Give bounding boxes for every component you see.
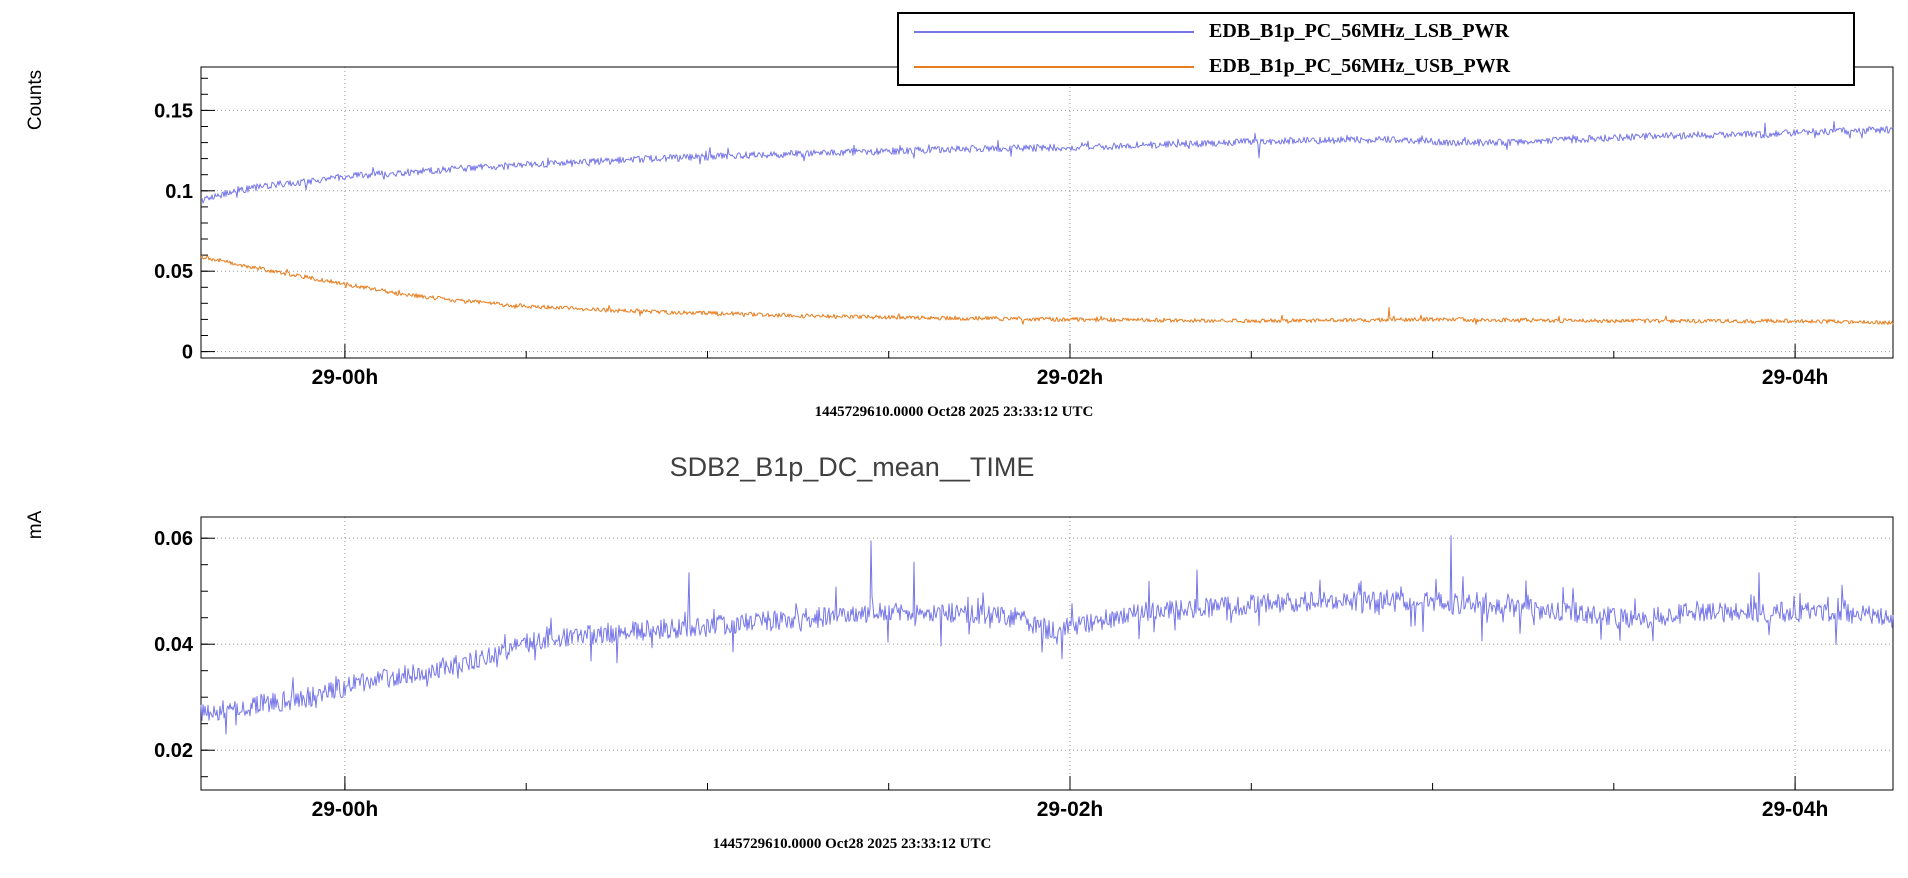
legend-sample-area	[899, 65, 1209, 68]
usb-line-icon	[914, 65, 1194, 68]
top-y-axis-label: Counts	[25, 69, 46, 131]
svg-text:0.1: 0.1	[165, 181, 193, 203]
svg-text:0.15: 0.15	[154, 100, 193, 122]
svg-text:29-04h: 29-04h	[1762, 366, 1829, 389]
legend-item-lsb: EDB_B1p_PC_56MHz_LSB_PWR	[899, 14, 1853, 49]
svg-text:29-02h: 29-02h	[1037, 366, 1104, 389]
bottom-chart-title: SDB2_B1p_DC_mean__TIME	[669, 452, 1035, 482]
legend-item-usb: EDB_B1p_PC_56MHz_USB_PWR	[899, 49, 1853, 84]
top-chart: 29-00h 29-02h 29-04h 0 0.05 0.1 0.15	[154, 66, 1894, 389]
svg-text:29-00h: 29-00h	[312, 798, 379, 821]
top-chart-timestamp: 1445729610.0000 Oct28 2025 23:33:12 UTC	[814, 404, 1094, 420]
bottom-chart-timestamp: 1445729610.0000 Oct28 2025 23:33:12 UTC	[712, 836, 992, 852]
svg-text:0.05: 0.05	[154, 261, 193, 283]
legend-label-usb: EDB_B1p_PC_56MHz_USB_PWR	[1209, 55, 1511, 77]
svg-text:0.06: 0.06	[154, 528, 193, 550]
svg-text:29-00h: 29-00h	[312, 366, 379, 389]
svg-text:29-04h: 29-04h	[1762, 798, 1829, 821]
bottom-y-axis-label: mA	[25, 510, 46, 540]
svg-text:29-02h: 29-02h	[1037, 798, 1104, 821]
legend-label-lsb: EDB_B1p_PC_56MHz_LSB_PWR	[1209, 20, 1510, 42]
svg-text:0.04: 0.04	[154, 634, 194, 656]
legend-box: EDB_B1p_PC_56MHz_LSB_PWR EDB_B1p_PC_56MH…	[897, 12, 1855, 86]
svg-text:0.02: 0.02	[154, 740, 193, 762]
lsb-line-icon	[914, 30, 1194, 33]
svg-text:0: 0	[182, 342, 193, 364]
legend-sample-area	[899, 30, 1209, 33]
bottom-chart: 29-00h 29-02h 29-04h 0.02 0.04 0.06	[154, 516, 1894, 821]
